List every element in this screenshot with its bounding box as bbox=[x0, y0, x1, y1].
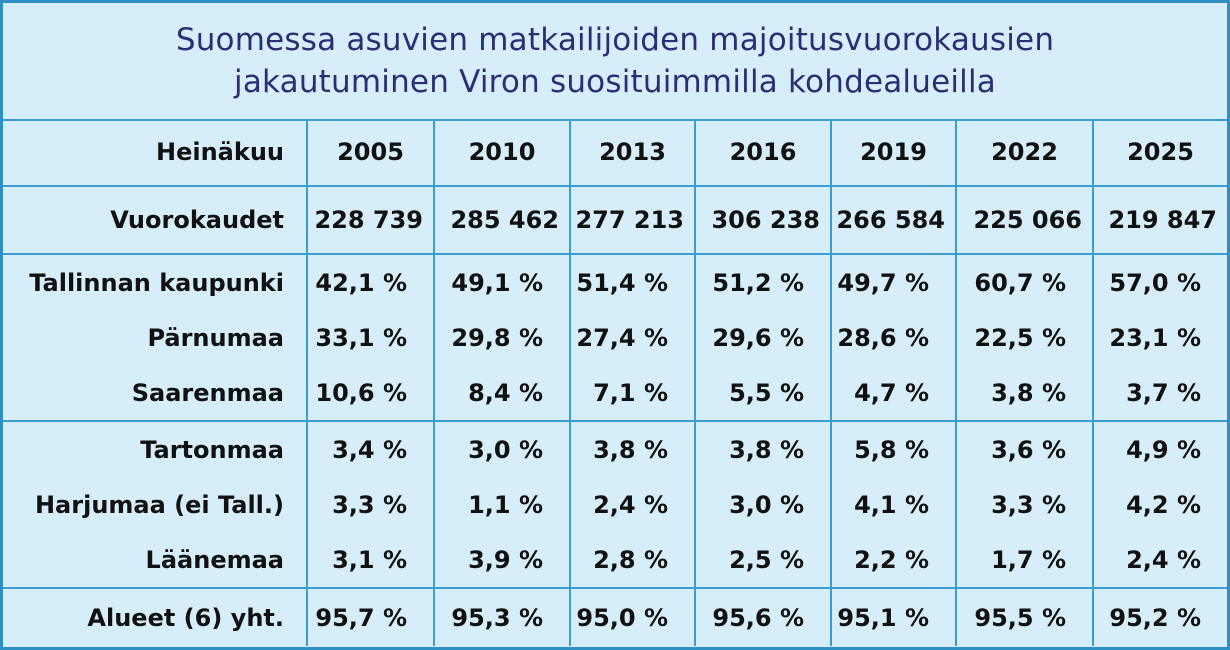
table-cell: 3,3 % bbox=[955, 477, 1093, 532]
table-cell: 3,8 % bbox=[569, 421, 695, 477]
data-table: Heinäkuu 2005 2010 2013 2016 2019 2022 2… bbox=[3, 119, 1227, 646]
row-label: Vuorokaudet bbox=[3, 186, 307, 255]
table-cell: 3,3 % bbox=[306, 477, 434, 532]
table-row: Saarenmaa 10,6 % 8,4 % 7,1 % 5,5 % 4,7 %… bbox=[3, 365, 1227, 422]
table-cell: 57,0 % bbox=[1092, 254, 1227, 310]
table-cell: 1,1 % bbox=[433, 477, 570, 532]
nights-row: Vuorokaudet 228 739 285 462 277 213 306 … bbox=[3, 186, 1227, 255]
table-cell: 4,7 % bbox=[830, 365, 956, 422]
table-cell: 3,8 % bbox=[694, 421, 831, 477]
table-cell: 10,6 % bbox=[306, 365, 434, 422]
table-cell: 4,9 % bbox=[1092, 421, 1227, 477]
table-cell: 3,1 % bbox=[306, 532, 434, 588]
table-cell: 277 213 bbox=[569, 186, 695, 255]
table-cell: 3,9 % bbox=[433, 532, 570, 588]
table-cell: 4,2 % bbox=[1092, 477, 1227, 532]
year-header: 2005 bbox=[306, 119, 434, 187]
table-cell: 5,8 % bbox=[830, 421, 956, 477]
title-line-1: Suomessa asuvien matkailijoiden majoitus… bbox=[175, 22, 1055, 58]
table-cell: 95,1 % bbox=[830, 587, 956, 646]
table-cell: 29,6 % bbox=[694, 310, 831, 365]
table-cell: 5,5 % bbox=[694, 365, 831, 422]
table-cell: 3,0 % bbox=[694, 477, 831, 532]
table-cell: 49,1 % bbox=[433, 254, 570, 310]
table-cell: 219 847 bbox=[1092, 186, 1227, 255]
table-cell: 49,7 % bbox=[830, 254, 956, 310]
table-cell: 2,8 % bbox=[569, 532, 695, 588]
row-label: Tallinnan kaupunki bbox=[29, 268, 284, 297]
table-cell: 51,4 % bbox=[569, 254, 695, 310]
table-cell: 33,1 % bbox=[306, 310, 434, 365]
title-line-2: jakautuminen Viron suosituimmilla kohdea… bbox=[234, 64, 996, 100]
table-cell: 42,1 % bbox=[306, 254, 434, 310]
table-cell: 3,0 % bbox=[433, 421, 570, 477]
table-cell: 60,7 % bbox=[955, 254, 1093, 310]
header-label: Heinäkuu bbox=[3, 119, 307, 187]
table-row: Tallinnan kaupunki 42,1 % 49,1 % 51,4 % … bbox=[3, 254, 1227, 310]
table-cell: 7,1 % bbox=[569, 365, 695, 422]
table-cell: 2,5 % bbox=[694, 532, 831, 588]
table-cell: 95,3 % bbox=[433, 587, 570, 646]
table-cell: 27,4 % bbox=[569, 310, 695, 365]
total-row: Alueet (6) yht. 95,7 % 95,3 % 95,0 % 95,… bbox=[3, 587, 1227, 646]
table-cell: 29,8 % bbox=[433, 310, 570, 365]
table-row: Läänemaa 3,1 % 3,9 % 2,8 % 2,5 % 2,2 % 1… bbox=[3, 532, 1227, 588]
table-cell: 306 238 bbox=[694, 186, 831, 255]
table-row: Pärnumaa 33,1 % 29,8 % 27,4 % 29,6 % 28,… bbox=[3, 310, 1227, 365]
table-cell: 2,2 % bbox=[830, 532, 956, 588]
header-row: Heinäkuu 2005 2010 2013 2016 2019 2022 2… bbox=[3, 119, 1227, 187]
row-label: Läänemaa bbox=[145, 545, 284, 574]
table-cell: 2,4 % bbox=[1092, 532, 1227, 588]
table-cell: 8,4 % bbox=[433, 365, 570, 422]
table-title: Suomessa asuvien matkailijoiden majoitus… bbox=[3, 3, 1227, 121]
table-cell: 3,8 % bbox=[955, 365, 1093, 422]
table-cell: 22,5 % bbox=[955, 310, 1093, 365]
table-cell: 95,6 % bbox=[694, 587, 831, 646]
table-cell: 3,4 % bbox=[306, 421, 434, 477]
table-cell: 95,0 % bbox=[569, 587, 695, 646]
row-label: Alueet (6) yht. bbox=[3, 587, 307, 646]
year-header: 2013 bbox=[569, 119, 695, 187]
table-cell: 4,1 % bbox=[830, 477, 956, 532]
table-cell: 1,7 % bbox=[955, 532, 1093, 588]
year-header: 2019 bbox=[830, 119, 956, 187]
table-row: Tartonmaa 3,4 % 3,0 % 3,8 % 3,8 % 5,8 % … bbox=[3, 421, 1227, 477]
row-label: Pärnumaa bbox=[147, 323, 284, 352]
row-label: Harjumaa (ei Tall.) bbox=[34, 490, 284, 519]
table-cell: 228 739 bbox=[306, 186, 434, 255]
table-row: Harjumaa (ei Tall.) 3,3 % 1,1 % 2,4 % 3,… bbox=[3, 477, 1227, 532]
table-cell: 225 066 bbox=[955, 186, 1093, 255]
table-cell: 266 584 bbox=[830, 186, 956, 255]
table-cell: 285 462 bbox=[433, 186, 570, 255]
row-label: Saarenmaa bbox=[3, 365, 307, 422]
table-cell: 95,5 % bbox=[955, 587, 1093, 646]
table-cell: 51,2 % bbox=[694, 254, 831, 310]
table-cell: 3,7 % bbox=[1092, 365, 1227, 422]
table-cell: 95,7 % bbox=[306, 587, 434, 646]
row-label: Tartonmaa bbox=[140, 435, 284, 464]
year-header: 2022 bbox=[955, 119, 1093, 187]
table-cell: 2,4 % bbox=[569, 477, 695, 532]
table-cell: 28,6 % bbox=[830, 310, 956, 365]
year-header: 2025 bbox=[1092, 119, 1227, 187]
table-cell: 23,1 % bbox=[1092, 310, 1227, 365]
year-header: 2010 bbox=[433, 119, 570, 187]
table-cell: 3,6 % bbox=[955, 421, 1093, 477]
year-header: 2016 bbox=[694, 119, 831, 187]
table-cell: 95,2 % bbox=[1092, 587, 1227, 646]
